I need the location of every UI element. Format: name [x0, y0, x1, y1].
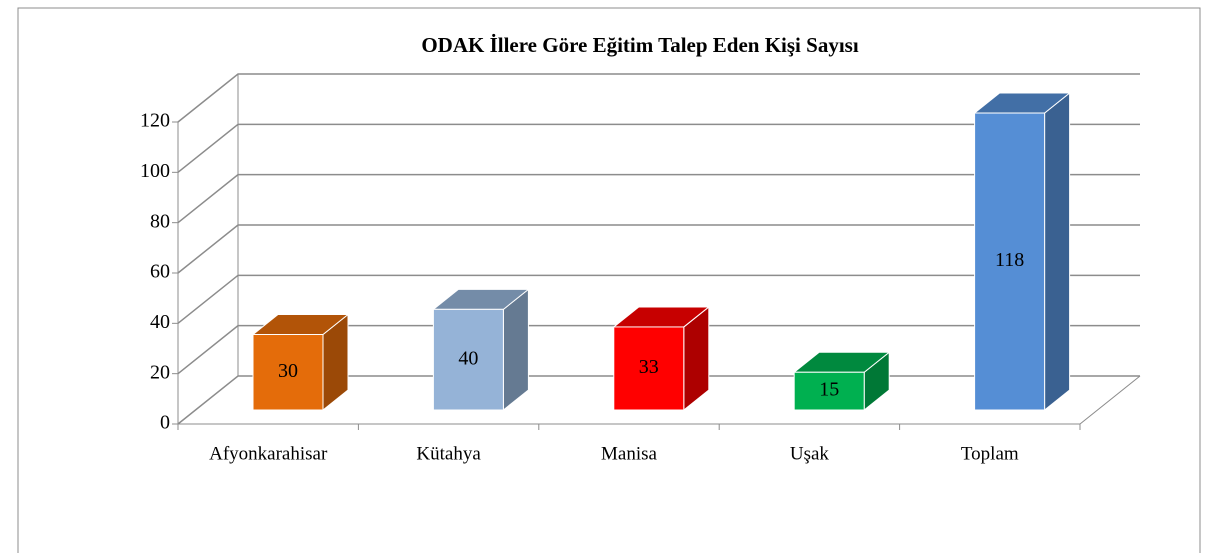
grid-line [177, 224, 1140, 274]
y-tick-label: 120 [140, 110, 170, 132]
x-tick-label: Kütahya [416, 443, 481, 464]
y-tick-label: 0 [160, 412, 170, 434]
data-label: 33 [639, 356, 659, 378]
data-label: 15 [819, 379, 839, 401]
data-label: 40 [458, 347, 478, 369]
x-tick-label: Manisa [601, 443, 658, 464]
bar [613, 326, 685, 411]
bar-side [1044, 91, 1071, 412]
data-label: 30 [278, 360, 298, 382]
grid-line [177, 123, 1140, 173]
grid-line [177, 173, 1140, 224]
bar [974, 112, 1046, 411]
grid-line [177, 73, 1140, 123]
y-tick-label: 40 [150, 311, 170, 333]
x-tick-label: Toplam [961, 443, 1019, 464]
y-tick-label: 20 [150, 361, 170, 383]
bar [252, 334, 324, 411]
x-tick-label: Uşak [790, 443, 830, 464]
chart-border [17, 7, 1201, 553]
grid-line [177, 274, 1140, 324]
data-label: 118 [995, 249, 1024, 271]
bar [793, 371, 865, 411]
bar-side [502, 288, 529, 412]
bar [432, 308, 504, 411]
y-tick-label: 60 [150, 261, 170, 283]
y-tick-label: 80 [150, 210, 170, 232]
x-tick-label: Afyonkarahisar [209, 443, 328, 464]
y-tick-label: 100 [140, 160, 170, 182]
chart-title: ODAK İllere Göre Eğitim Talep Eden Kişi … [421, 33, 859, 57]
grid-line [177, 324, 1140, 375]
